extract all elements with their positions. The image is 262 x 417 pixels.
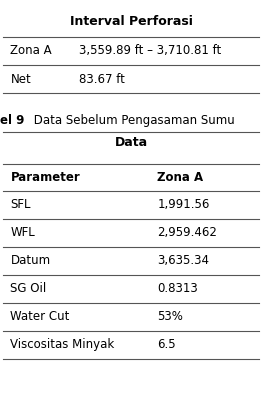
Text: 2,959.462: 2,959.462 [157,226,217,239]
Text: 3,635.34: 3,635.34 [157,254,209,267]
Text: Data Sebelum Pengasaman Sumu: Data Sebelum Pengasaman Sumu [30,114,235,128]
Text: el 9: el 9 [0,114,24,128]
Text: Data: Data [114,136,148,149]
Text: 0.8313: 0.8313 [157,282,198,295]
Text: SG Oil: SG Oil [10,282,47,295]
Text: Interval Perforasi: Interval Perforasi [70,15,192,28]
Text: SFL: SFL [10,198,31,211]
Text: 6.5: 6.5 [157,338,176,351]
Text: Water Cut: Water Cut [10,310,70,323]
Text: Viscositas Minyak: Viscositas Minyak [10,338,115,351]
Text: Zona A: Zona A [10,44,52,58]
Text: 1,991.56: 1,991.56 [157,198,210,211]
Text: Parameter: Parameter [10,171,80,184]
Text: 53%: 53% [157,310,183,323]
Text: Datum: Datum [10,254,51,267]
Text: Net: Net [10,73,31,86]
Text: 3,559.89 ft – 3,710.81 ft: 3,559.89 ft – 3,710.81 ft [79,44,221,58]
Text: Zona A: Zona A [157,171,203,184]
Text: WFL: WFL [10,226,35,239]
Text: 83.67 ft: 83.67 ft [79,73,124,86]
